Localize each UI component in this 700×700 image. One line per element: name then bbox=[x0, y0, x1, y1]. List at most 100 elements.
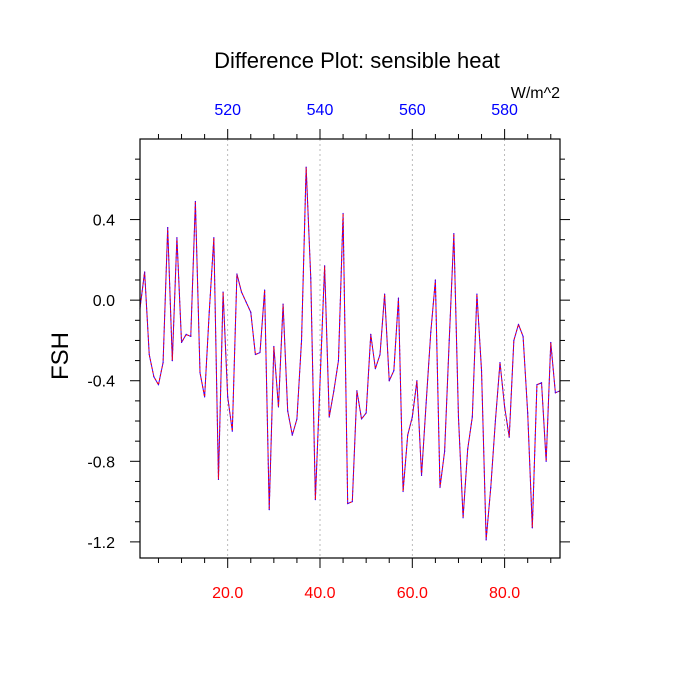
series-line-dashed bbox=[139, 166, 561, 541]
data-point bbox=[282, 303, 284, 305]
y-tick-label: 0.0 bbox=[93, 293, 115, 310]
data-point bbox=[190, 335, 192, 338]
data-point bbox=[310, 277, 312, 279]
data-point bbox=[499, 362, 501, 364]
data-point bbox=[522, 335, 524, 338]
data-point bbox=[453, 233, 455, 235]
data-point bbox=[531, 527, 533, 529]
data-point bbox=[504, 406, 506, 408]
data-point bbox=[471, 416, 473, 418]
tick-labels: 20.0 40.0 60.0 80.0 520 540 560 580 0.4 0.0 -0.4 -0… bbox=[87, 102, 520, 602]
data-point bbox=[277, 406, 280, 408]
data-point bbox=[467, 448, 469, 450]
data-point bbox=[397, 297, 400, 299]
data-point bbox=[393, 370, 395, 372]
data-point bbox=[240, 291, 243, 293]
data-point bbox=[250, 311, 252, 313]
data-point bbox=[185, 333, 187, 335]
x-tick-label-top: 520 bbox=[214, 102, 241, 119]
data-point bbox=[494, 420, 496, 422]
data-point bbox=[148, 353, 150, 356]
data-point bbox=[259, 351, 261, 354]
data-point bbox=[411, 416, 413, 418]
data-point bbox=[457, 416, 460, 418]
data-point bbox=[536, 384, 538, 386]
data-point bbox=[213, 237, 215, 239]
data-point bbox=[444, 450, 446, 452]
data-point bbox=[305, 166, 307, 168]
x-tick-label-bottom: 40.0 bbox=[304, 585, 335, 602]
data-point bbox=[180, 341, 183, 344]
data-point bbox=[245, 301, 247, 303]
data-point bbox=[384, 293, 386, 295]
data-point bbox=[347, 503, 349, 505]
data-point bbox=[513, 339, 515, 342]
data-point bbox=[365, 412, 367, 414]
data-point bbox=[217, 478, 220, 481]
y-tick-label: -0.4 bbox=[87, 374, 115, 391]
data-point bbox=[434, 279, 436, 281]
data-point bbox=[342, 212, 344, 215]
data-point bbox=[194, 200, 196, 203]
data-point bbox=[236, 273, 238, 275]
data-point bbox=[476, 293, 478, 295]
data-point bbox=[370, 333, 372, 335]
data-point bbox=[296, 418, 298, 420]
data-point bbox=[273, 345, 275, 348]
data-point bbox=[337, 359, 340, 362]
data-point bbox=[199, 372, 201, 374]
data-point bbox=[388, 380, 390, 382]
data-point bbox=[462, 517, 464, 519]
data-point bbox=[448, 339, 450, 342]
data-point bbox=[430, 331, 432, 333]
data-point bbox=[540, 382, 543, 384]
data-point bbox=[222, 291, 224, 293]
data-point bbox=[508, 436, 510, 438]
data-point bbox=[328, 416, 330, 418]
data-point bbox=[157, 384, 160, 386]
data-point bbox=[374, 368, 376, 370]
axis-ticks bbox=[130, 129, 570, 568]
data-point bbox=[407, 434, 409, 436]
units-label: W/m^2 bbox=[511, 85, 560, 102]
data-point bbox=[176, 237, 178, 239]
data-point bbox=[490, 486, 492, 489]
data-point bbox=[416, 380, 418, 382]
data-point bbox=[254, 353, 256, 356]
x-tick-label-top: 540 bbox=[307, 102, 334, 119]
data-point bbox=[379, 353, 381, 356]
data-point bbox=[231, 430, 233, 432]
data-point bbox=[351, 501, 353, 503]
data-point bbox=[324, 265, 326, 267]
y-tick-label: 0.4 bbox=[93, 213, 115, 230]
data-series bbox=[139, 166, 561, 541]
data-point bbox=[356, 390, 358, 392]
data-point bbox=[300, 339, 303, 342]
data-point bbox=[162, 362, 164, 364]
chart-title: Difference Plot: sensible heat bbox=[214, 48, 500, 73]
data-point bbox=[167, 227, 169, 229]
data-point bbox=[208, 311, 210, 313]
data-point bbox=[314, 498, 316, 501]
data-point bbox=[268, 509, 270, 511]
data-point bbox=[545, 460, 547, 462]
data-point bbox=[204, 396, 206, 398]
data-point bbox=[287, 410, 289, 412]
data-point bbox=[517, 323, 520, 325]
x-tick-label-bottom: 80.0 bbox=[489, 585, 520, 602]
y-tick-label: -0.8 bbox=[87, 454, 115, 471]
y-tick-label: -1.2 bbox=[87, 535, 115, 552]
data-point bbox=[550, 341, 552, 344]
data-point bbox=[480, 370, 483, 372]
x-tick-label-bottom: 20.0 bbox=[212, 585, 243, 602]
data-point bbox=[439, 486, 441, 489]
data-point bbox=[291, 434, 293, 436]
data-point bbox=[144, 271, 146, 273]
x-tick-label-bottom: 60.0 bbox=[397, 585, 428, 602]
x-tick-label-top: 560 bbox=[399, 102, 426, 119]
data-point bbox=[171, 359, 173, 362]
plot-frame bbox=[139, 138, 561, 559]
data-point bbox=[485, 539, 487, 541]
data-point bbox=[527, 412, 529, 414]
